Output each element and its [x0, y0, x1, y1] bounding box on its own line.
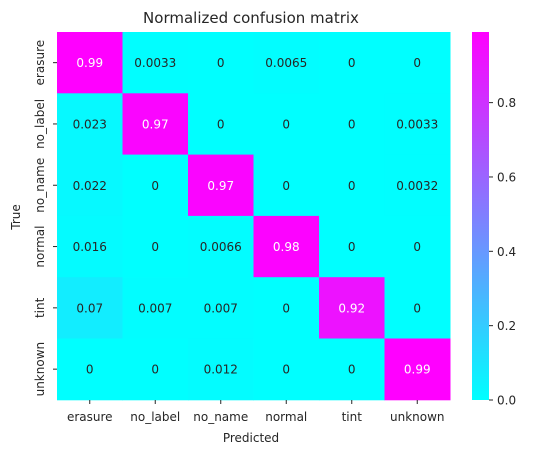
cell-value-label: 0 [151, 363, 159, 377]
heatmap-cell [319, 32, 385, 94]
heatmap-cell [253, 277, 320, 339]
y-tick-label: tint [33, 297, 47, 318]
heatmap-cells [57, 32, 451, 401]
heatmap-cell [188, 277, 254, 339]
cell-value-label: 0 [413, 240, 421, 254]
y-tick-label: no_name [33, 158, 47, 213]
x-tick-label: no_name [193, 410, 248, 424]
heatmap-cell [319, 93, 385, 156]
colorbar-tick-label: 0.6 [497, 170, 516, 184]
y-tick-label: unknown [33, 342, 47, 397]
heatmap-cell [384, 154, 451, 217]
cell-value-label: 0.0065 [265, 56, 307, 70]
cell-value-label: 0 [217, 56, 225, 70]
cell-value-label: 0.0033 [134, 56, 176, 70]
heatmap-cell [319, 215, 385, 278]
y-tick-label: erasure [33, 40, 47, 86]
cell-value-label: 0 [348, 117, 356, 131]
colorbar [472, 32, 489, 400]
chart-title: Normalized confusion matrix [143, 9, 359, 27]
x-tick-label: normal [265, 410, 307, 424]
cell-value-label: 0 [282, 117, 290, 131]
heatmap-cell [57, 32, 123, 94]
heatmap-cell [253, 215, 320, 278]
cell-value-label: 0.012 [204, 363, 238, 377]
heatmap-cell [319, 277, 385, 339]
heatmap-cell [57, 154, 123, 217]
cell-value-label: 0.016 [73, 240, 107, 254]
heatmap-cell [253, 32, 320, 94]
x-axis-label: Predicted [223, 431, 279, 445]
heatmap-cell [253, 154, 320, 217]
cell-value-label: 0 [348, 179, 356, 193]
cell-value-label: 0.98 [273, 240, 300, 254]
heatmap-cell [188, 32, 254, 94]
colorbar-tick-label: 0.4 [497, 245, 516, 259]
cell-value-label: 0 [86, 363, 94, 377]
heatmap-cell [57, 93, 123, 156]
cell-value-label: 0 [348, 240, 356, 254]
cell-value-label: 0 [282, 179, 290, 193]
heatmap-cell [319, 154, 385, 217]
cell-value-label: 0.07 [76, 301, 103, 315]
cell-value-label: 0 [348, 56, 356, 70]
heatmap-cell [319, 338, 385, 401]
cell-value-label: 0 [413, 301, 421, 315]
cell-value-label: 0.92 [338, 301, 365, 315]
x-tick-label: erasure [67, 410, 113, 424]
y-tick-label: normal [33, 226, 47, 268]
heatmap-cell [57, 277, 123, 339]
heatmap-cell [188, 93, 254, 156]
cell-value-label: 0.023 [73, 117, 107, 131]
cell-value-label: 0.007 [204, 301, 238, 315]
heatmap-cell [57, 215, 123, 278]
cell-value-label: 0 [348, 363, 356, 377]
heatmap-cell [384, 32, 451, 94]
x-tick-label: unknown [390, 410, 445, 424]
heatmap-cell [122, 277, 189, 339]
heatmap-cell [253, 338, 320, 401]
cell-value-label: 0 [282, 363, 290, 377]
heatmap-cell [384, 338, 451, 401]
heatmap-cell [253, 93, 320, 156]
heatmap-cell [384, 93, 451, 156]
heatmap-cell [122, 215, 189, 278]
y-tick-label: no_label [33, 99, 47, 149]
x-tick-label: no_label [130, 410, 180, 424]
heatmap-cell [188, 338, 254, 401]
cell-value-label: 0.0066 [200, 240, 242, 254]
x-tick-label: tint [342, 410, 363, 424]
heatmap-cell [57, 338, 123, 401]
colorbar-tick-label: 0.2 [497, 319, 516, 333]
colorbar-ticks: 0.0 0.2 0.4 0.6 0.8 [489, 96, 516, 408]
cell-value-label: 0.007 [138, 301, 172, 315]
cell-value-label: 0.97 [207, 179, 234, 193]
cell-value-label: 0 [282, 301, 290, 315]
heatmap-cell [122, 154, 189, 217]
colorbar-tick-label: 0.0 [497, 394, 516, 408]
cell-value-label: 0.022 [73, 179, 107, 193]
heatmap-cell [122, 32, 189, 94]
x-axis-ticks: erasure no_label no_name normal tint unknown [67, 400, 445, 424]
heatmap-cell-labels: 0.99 0.0033 0 0.0065 0 0 0.023 0.97 0 0 0 0.0033 0.0… [73, 56, 439, 377]
y-axis-label: True [9, 204, 23, 231]
cell-value-label: 0.0033 [396, 117, 438, 131]
cell-value-label: 0.0032 [396, 179, 438, 193]
heatmap-cell [384, 277, 451, 339]
heatmap-cell [122, 338, 189, 401]
cell-value-label: 0 [151, 179, 159, 193]
heatmap-cell [122, 93, 189, 156]
cell-value-label: 0.97 [142, 117, 169, 131]
cell-value-label: 0 [217, 117, 225, 131]
cell-value-label: 0.99 [404, 363, 431, 377]
colorbar-tick-label: 0.8 [497, 96, 516, 110]
heatmap-cell [188, 154, 254, 217]
cell-value-label: 0 [413, 56, 421, 70]
heatmap-cell [384, 215, 451, 278]
cell-value-label: 0 [151, 240, 159, 254]
heatmap-cell [188, 215, 254, 278]
cell-value-label: 0.99 [76, 56, 103, 70]
